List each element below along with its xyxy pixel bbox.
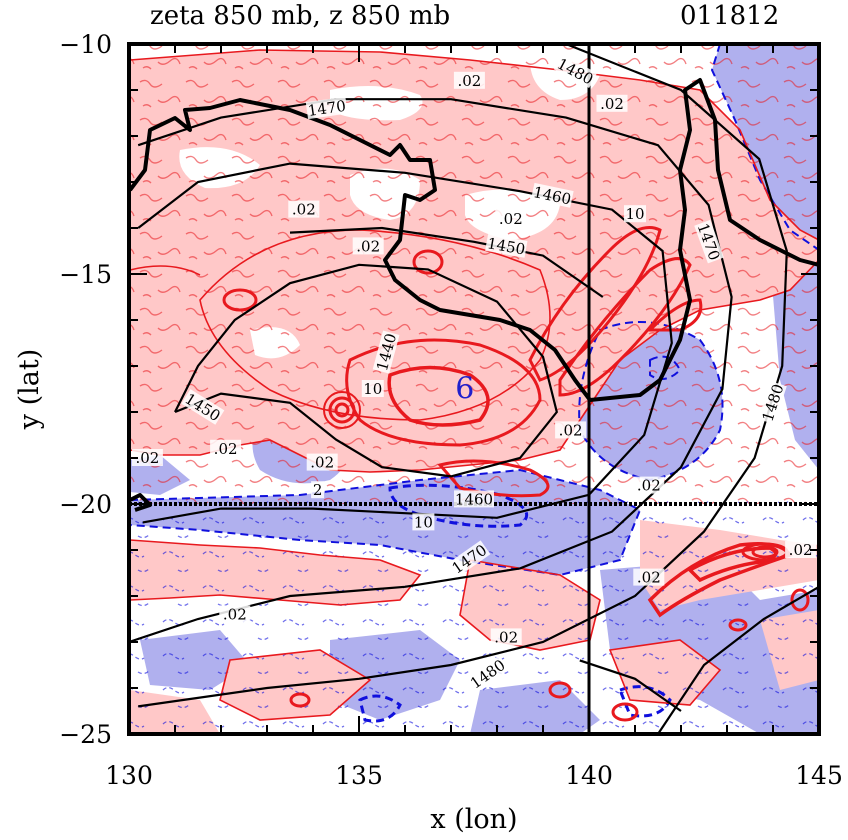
vorticity-label: 10: [624, 205, 646, 223]
vorticity-label: .02: [495, 209, 527, 228]
axis-tick-labels: 130 135 140 145 −10 −15 −20 −25: [59, 30, 843, 790]
vorticity-label: .02: [785, 541, 817, 559]
chart-subtitle: 011812: [680, 1, 779, 31]
vorticity-label-text: .02: [135, 449, 159, 467]
vortex-annotation: 6: [455, 372, 474, 407]
plot-area: 1480147014601450145014701480146014701480…: [129, 44, 819, 734]
y-tick-label: −10: [59, 30, 112, 59]
height-label: 1470: [305, 96, 348, 120]
y-tick-label: −20: [59, 490, 112, 519]
vorticity-label: .02: [210, 439, 242, 458]
height-label-text: 1470: [307, 97, 347, 120]
vorticity-label-text: .02: [310, 454, 334, 472]
vorticity-label-text: 10: [625, 205, 644, 223]
vorticity-label-text: .02: [214, 440, 238, 458]
vorticity-label-text: .02: [600, 95, 624, 113]
x-tick-label: 135: [335, 761, 383, 790]
vorticity-label: .02: [288, 200, 320, 219]
x-tick-label: 140: [565, 761, 613, 790]
vorticity-label-text: .02: [457, 72, 481, 90]
height-contour-1460-2: [137, 162, 673, 524]
plot-frame: [127, 42, 821, 736]
height-contour-1450-1: [289, 226, 604, 298]
vorticity-label: .02: [490, 628, 522, 646]
vorticity-label-text: .02: [637, 569, 661, 587]
y-axis-label: y (lat): [14, 349, 45, 431]
vorticity-label: .02: [453, 71, 485, 90]
vorticity-label: .02: [555, 421, 587, 439]
y-tick-label: −25: [59, 720, 112, 749]
vorticity-label-text: .02: [499, 210, 523, 228]
x-axis-label: x (lon): [430, 804, 517, 835]
x-tick-label: 145: [795, 761, 843, 790]
height-contour-1470-3: [129, 98, 733, 644]
height-contour-1450-0: [174, 263, 558, 478]
negative-vorticity-contours: [129, 44, 819, 723]
vorticity-label-text: .02: [223, 605, 247, 623]
vorticity-label-text: .02: [637, 477, 661, 495]
vorticity-label: 2: [311, 481, 325, 499]
height-label: 1460: [454, 490, 494, 508]
thick-black-contours: [129, 78, 819, 512]
vorticity-contour-labels: .02 .02 .02 .02 .02 10 10 .02 .02 .02 .02 .02 2 10 .02…: [131, 71, 817, 646]
x-tick-label: 130: [105, 761, 153, 790]
vorticity-label-text: 2: [313, 481, 323, 499]
axis-ticks: [128, 43, 820, 735]
height-contour-1460-6: [579, 659, 682, 712]
vorticity-label: .02: [596, 94, 628, 113]
height-label-text: 1460: [455, 490, 493, 508]
positive-vorticity-contours: [129, 49, 819, 722]
vorticity-label-text: 10: [363, 380, 382, 398]
vorticity-label: 10: [361, 380, 384, 398]
vorticity-label-text: .02: [494, 628, 518, 646]
y-tick-label: −15: [59, 260, 112, 289]
vorticity-label-text: .02: [559, 421, 583, 439]
vorticity-label: .02: [219, 605, 251, 623]
vorticity-label: 10: [412, 513, 435, 531]
vorticity-label: .02: [131, 449, 163, 467]
vorticity-label: .02: [352, 237, 384, 255]
chart-title: zeta 850 mb, z 850 mb: [150, 1, 450, 31]
vorticity-label-text: .02: [789, 541, 813, 559]
height-contour-1480-5: [657, 585, 819, 734]
vorticity-label-text: .02: [356, 237, 380, 255]
vorticity-label: .02: [306, 453, 338, 472]
height-contour-1480-4: [138, 44, 788, 708]
vorticity-label-text: .02: [292, 201, 316, 219]
vorticity-label: .02: [633, 568, 665, 587]
height-contours: [129, 44, 819, 734]
vorticity-label-text: 10: [414, 513, 433, 531]
vorticity-label: .02: [633, 476, 665, 495]
